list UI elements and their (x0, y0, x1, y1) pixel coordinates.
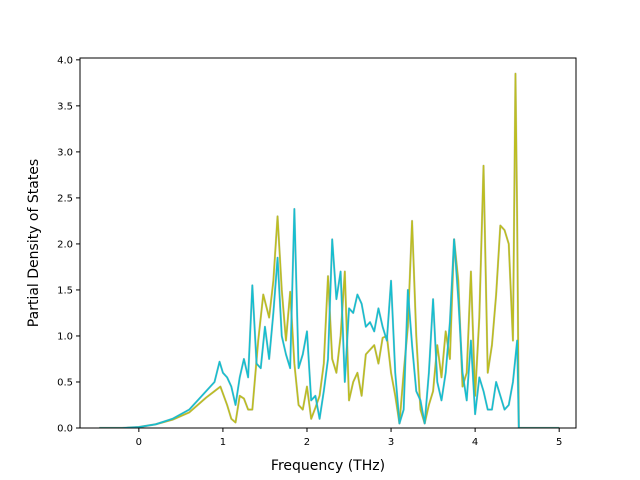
y-tick-label: 2.0 (57, 239, 73, 250)
y-axis-label: Partial Density of States (26, 159, 42, 327)
x-tick-label: 4 (472, 437, 478, 448)
series-1-line (99, 72, 560, 428)
plot-frame (79, 57, 577, 429)
series-2-line (99, 208, 560, 428)
y-tick-label: 2.5 (57, 193, 73, 204)
x-tick-label: 1 (220, 437, 226, 448)
y-tick-label: 3.0 (57, 147, 73, 158)
x-axis-label: Frequency (THz) (271, 458, 385, 474)
series-layer (99, 72, 560, 428)
x-tick-label: 0 (136, 437, 142, 448)
x-tick-label: 3 (388, 437, 394, 448)
y-tick-label: 0.5 (57, 377, 73, 388)
y-tick-label: 3.5 (57, 101, 73, 112)
x-axis: 0 1 2 3 4 5 (136, 428, 562, 448)
x-tick-label: 5 (556, 437, 562, 448)
y-tick-label: 0.0 (57, 424, 73, 435)
y-tick-label: 1.0 (57, 331, 73, 342)
y-tick-label: 4.0 (57, 55, 73, 66)
y-axis: 0.0 0.5 1.0 1.5 2.0 2.5 3.0 3.5 4.0 (57, 55, 80, 435)
x-tick-label: 2 (304, 437, 310, 448)
y-tick-label: 1.5 (57, 285, 73, 296)
